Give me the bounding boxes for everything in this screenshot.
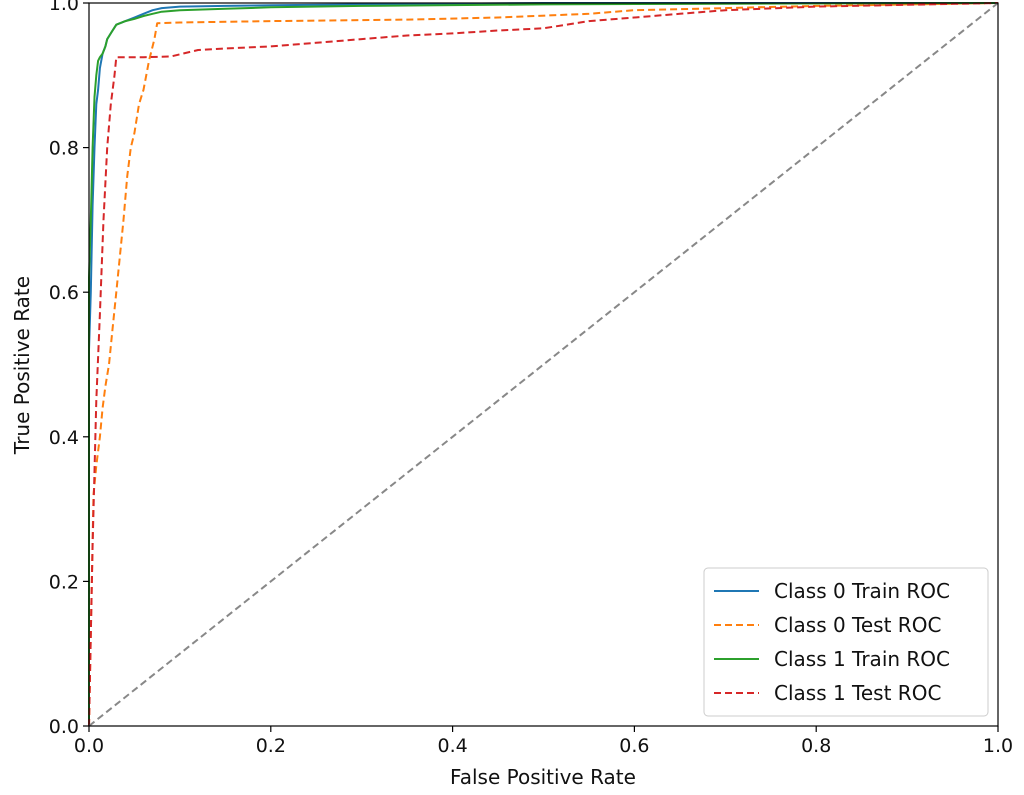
y-tick-label: 0.4 [49, 427, 79, 449]
y-axis-ticks: 0.0 0.2 0.4 0.6 0.8 1.0 [49, 0, 89, 738]
y-axis-label: True Positive Rate [10, 276, 34, 455]
legend-box [703, 567, 989, 717]
legend-label: Class 0 Train ROC [774, 579, 950, 603]
plot-frame [88, 2, 999, 727]
x-tick-label: 0.2 [256, 735, 286, 757]
x-axis-label: False Positive Rate [450, 765, 636, 789]
x-tick-label: 0.6 [619, 735, 649, 757]
chance-diagonal-line [88, 2, 999, 727]
roc-curves [88, 2, 999, 727]
y-tick-label: 0.2 [49, 571, 79, 593]
x-tick-label: 1.0 [983, 735, 1013, 757]
legend: Class 0 Train ROC Class 0 Test ROC Class 1… [703, 567, 989, 717]
series-line-1 [88, 2, 999, 727]
y-tick-label: 1.0 [49, 0, 79, 15]
y-tick-label: 0.6 [49, 282, 79, 304]
series-line-2 [88, 2, 999, 726]
x-tick-label: 0.8 [801, 735, 831, 757]
legend-label: Class 1 Train ROC [774, 647, 950, 671]
x-tick-label: 0.4 [437, 735, 467, 757]
legend-label: Class 1 Test ROC [774, 681, 941, 705]
legend-label: Class 0 Test ROC [774, 613, 941, 637]
y-tick-label: 0.0 [49, 716, 79, 738]
y-tick-label: 0.8 [49, 138, 79, 160]
x-tick-label: 0.0 [74, 735, 104, 757]
series-line-3 [88, 2, 999, 727]
x-axis-ticks: 0.0 0.2 0.4 0.6 0.8 1.0 [74, 726, 1013, 757]
